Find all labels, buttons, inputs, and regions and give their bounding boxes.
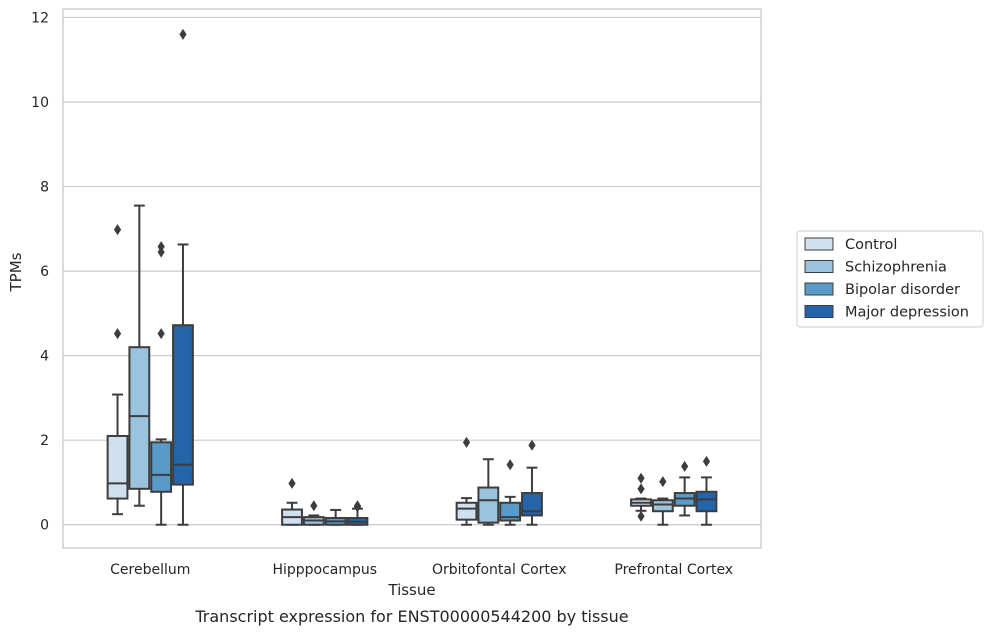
box bbox=[302, 500, 325, 526]
y-tick-label: 12 bbox=[31, 10, 49, 26]
legend-swatch bbox=[804, 282, 834, 296]
outlier-point bbox=[637, 472, 645, 484]
box-iqr bbox=[695, 490, 718, 513]
box bbox=[455, 436, 478, 526]
chart-caption: Transcript expression for ENST0000054420… bbox=[194, 607, 628, 626]
outlier-point bbox=[528, 439, 536, 451]
box bbox=[281, 477, 303, 526]
box-iqr bbox=[172, 324, 194, 486]
box bbox=[695, 455, 718, 526]
x-tick-labels: Cerebellum Hipppocampus Orbitofontal Corte… bbox=[110, 562, 733, 578]
outlier-point bbox=[637, 483, 645, 495]
legend-swatch bbox=[804, 260, 834, 273]
legend-swatch bbox=[804, 305, 834, 318]
outlier-point bbox=[113, 224, 122, 236]
outlier-point bbox=[113, 328, 122, 340]
boxes bbox=[106, 28, 718, 526]
box bbox=[499, 459, 522, 526]
box bbox=[673, 460, 696, 517]
box-iqr bbox=[499, 501, 522, 522]
x-axis-label: Tissue bbox=[387, 581, 435, 599]
box-iqr bbox=[106, 434, 129, 500]
legend: Control Schizophrenia Bipolar disorder Majo… bbox=[796, 230, 984, 328]
outlier-point bbox=[681, 460, 689, 472]
box bbox=[477, 458, 500, 526]
legend-frame bbox=[796, 230, 984, 328]
y-tick-label: 4 bbox=[40, 349, 49, 365]
outlier-point bbox=[157, 241, 165, 253]
outlier-point bbox=[637, 510, 645, 522]
outlier-point bbox=[702, 455, 711, 467]
outlier-point bbox=[310, 500, 318, 512]
y-tick-label: 0 bbox=[40, 518, 49, 534]
outlier-point bbox=[659, 476, 667, 488]
x-tick-label: Hipppocampus bbox=[272, 562, 377, 578]
box-iqr bbox=[150, 441, 173, 493]
y-tick-label: 2 bbox=[40, 433, 49, 449]
box bbox=[150, 241, 173, 526]
x-tick-label: Prefrontal Cortex bbox=[614, 562, 733, 578]
y-tick-label: 10 bbox=[31, 95, 49, 111]
legend-label: Bipolar disorder bbox=[845, 282, 960, 298]
box-iqr bbox=[651, 499, 674, 513]
y-axis-label: TPMs bbox=[7, 252, 25, 292]
outlier-point bbox=[353, 500, 362, 512]
box bbox=[346, 500, 369, 526]
box-iqr bbox=[521, 492, 543, 517]
box-iqr bbox=[128, 346, 151, 490]
box bbox=[172, 28, 194, 526]
outlier-point bbox=[157, 328, 165, 340]
box-iqr bbox=[455, 501, 478, 521]
plot-frame bbox=[62, 8, 762, 549]
box-iqr bbox=[477, 486, 500, 524]
legend-label: Major depression bbox=[845, 305, 969, 321]
x-tick-label: Orbitofontal Cortex bbox=[432, 562, 567, 578]
box bbox=[630, 472, 652, 522]
y-tick-labels: 0 2 4 6 8 10 12 bbox=[31, 10, 49, 533]
y-tick-label: 6 bbox=[40, 264, 49, 280]
box bbox=[324, 508, 347, 526]
box bbox=[651, 476, 674, 526]
y-tick-label: 8 bbox=[40, 180, 49, 196]
legend-label: Control bbox=[845, 237, 897, 253]
legend-swatch bbox=[804, 237, 834, 251]
box bbox=[521, 439, 543, 526]
outlier-point bbox=[506, 459, 514, 471]
legend-label: Schizophrenia bbox=[845, 260, 947, 276]
outlier-point bbox=[288, 477, 296, 489]
outlier-point bbox=[462, 436, 471, 448]
outlier-point bbox=[179, 28, 187, 40]
box bbox=[128, 204, 151, 507]
box bbox=[106, 224, 129, 516]
x-tick-label: Cerebellum bbox=[110, 562, 190, 578]
